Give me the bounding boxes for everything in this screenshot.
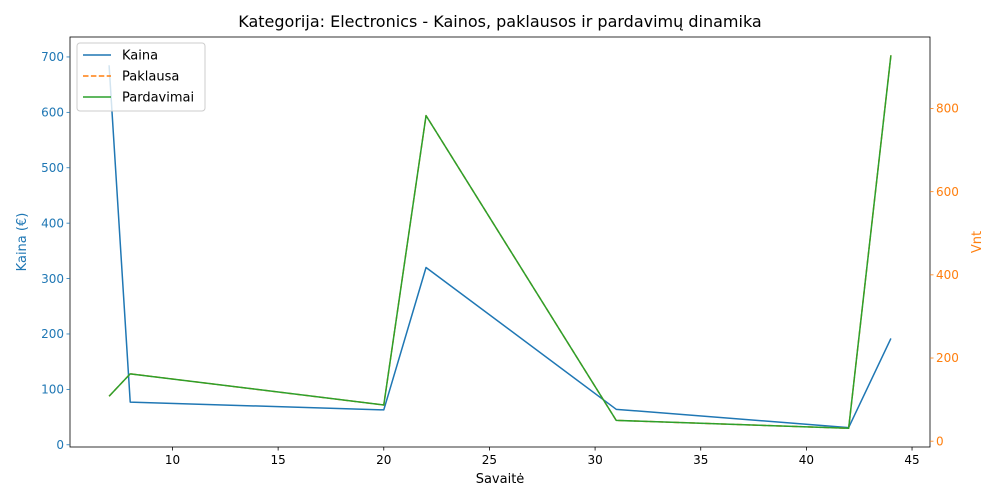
- legend: Kaina Paklausa Pardavimai: [76, 42, 206, 112]
- x-tick-label: 20: [376, 453, 391, 467]
- chart-title: Kategorija: Electronics - Kainos, paklau…: [238, 12, 761, 31]
- x-axis: 10 15 20 25 30 35 40 45: [165, 447, 920, 467]
- x-tick-label: 45: [904, 453, 919, 467]
- y-left-tick-label: 300: [41, 272, 64, 286]
- y-left-tick-label: 0: [56, 438, 64, 452]
- y-axis-right: 0 200 400 600 800: [930, 102, 959, 448]
- legend-label: Paklausa: [122, 70, 179, 85]
- y-left-tick-label: 100: [41, 383, 64, 397]
- y-right-tick-label: 800: [936, 102, 959, 116]
- x-tick-label: 15: [270, 453, 285, 467]
- legend-label: Pardavimai: [122, 91, 194, 106]
- y-axis-label-right: Vnt: [970, 231, 985, 253]
- y-left-tick-label: 400: [41, 216, 64, 230]
- plot-frame: [69, 36, 931, 448]
- legend-box: [76, 42, 206, 112]
- x-tick-label: 10: [165, 453, 180, 467]
- x-tick-label: 25: [482, 453, 497, 467]
- series-line-pardavimai: [108, 55, 892, 430]
- y-left-tick-label: 700: [41, 50, 64, 64]
- y-left-tick-label: 500: [41, 161, 64, 175]
- x-axis-label: Savaitė: [476, 472, 525, 487]
- y-right-tick-label: 600: [936, 185, 959, 199]
- y-axis-left: 0 100 200 300 400 500 600 700: [41, 50, 70, 452]
- y-right-tick-label: 400: [936, 268, 959, 282]
- x-tick-label: 35: [693, 453, 708, 467]
- legend-label: Kaina: [122, 49, 158, 64]
- y-right-tick-label: 0: [936, 434, 944, 448]
- plot-area: [69, 36, 931, 448]
- y-left-tick-label: 600: [41, 106, 64, 120]
- y-left-tick-label: 200: [41, 327, 64, 341]
- x-tick-label: 30: [587, 453, 602, 467]
- y-right-tick-label: 200: [936, 351, 959, 365]
- y-axis-label-left: Kaina (€): [15, 213, 30, 272]
- x-tick-label: 40: [799, 453, 814, 467]
